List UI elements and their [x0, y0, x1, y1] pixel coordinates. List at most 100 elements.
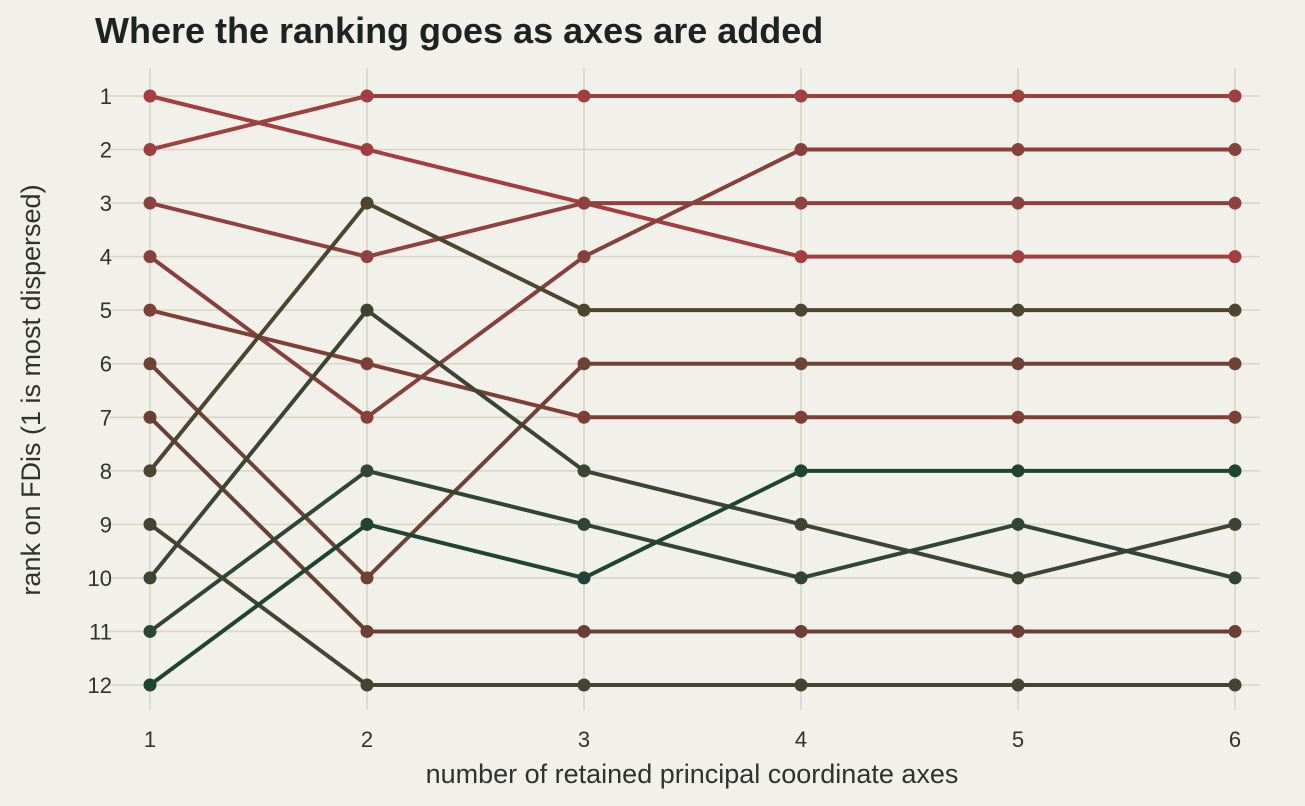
data-point	[143, 517, 157, 531]
data-point	[794, 571, 808, 585]
chart-title: Where the ranking goes as axes are added	[95, 10, 823, 51]
data-point	[360, 250, 374, 264]
data-point	[794, 410, 808, 424]
data-point	[794, 303, 808, 317]
data-point	[143, 410, 157, 424]
data-point	[143, 678, 157, 692]
data-point	[577, 89, 591, 103]
series-line	[148, 147, 1237, 420]
series-line	[148, 522, 1237, 687]
data-point	[143, 143, 157, 157]
data-point	[577, 464, 591, 478]
series-lines	[148, 94, 1237, 687]
data-point	[1228, 89, 1242, 103]
data-point	[577, 410, 591, 424]
data-point	[360, 678, 374, 692]
y-tick-label: 5	[100, 298, 112, 323]
x-tick-label: 6	[1229, 727, 1241, 752]
data-point	[1011, 517, 1025, 531]
series-line	[148, 94, 1237, 259]
data-point	[794, 143, 808, 157]
data-point	[1011, 303, 1025, 317]
data-point	[360, 410, 374, 424]
data-point	[1228, 303, 1242, 317]
data-point	[1011, 143, 1025, 157]
x-axis-label: number of retained principal coordinate …	[426, 759, 959, 789]
data-point	[577, 357, 591, 371]
y-tick-label: 11	[89, 619, 112, 644]
series-line	[148, 468, 1237, 687]
data-point	[1228, 571, 1242, 585]
data-point	[577, 571, 591, 585]
data-point	[1011, 357, 1025, 371]
y-tick-label: 3	[100, 191, 112, 216]
data-point	[1011, 464, 1025, 478]
data-point	[360, 357, 374, 371]
data-point	[1011, 89, 1025, 103]
data-point	[1228, 357, 1242, 371]
data-point	[577, 196, 591, 210]
data-point	[577, 303, 591, 317]
x-tick-label: 1	[144, 727, 156, 752]
data-point	[1011, 624, 1025, 638]
data-point	[360, 143, 374, 157]
data-point	[794, 250, 808, 264]
data-point	[794, 89, 808, 103]
x-tick-label: 5	[1012, 727, 1024, 752]
y-tick-label: 2	[100, 138, 112, 163]
y-tick-label: 8	[100, 459, 112, 484]
data-point	[360, 517, 374, 531]
data-point	[1011, 196, 1025, 210]
data-point	[577, 624, 591, 638]
data-point	[1228, 250, 1242, 264]
data-point	[360, 571, 374, 585]
data-point	[143, 464, 157, 478]
y-tick-label: 9	[100, 512, 112, 537]
data-point	[360, 89, 374, 103]
y-tick-label: 6	[100, 352, 112, 377]
y-tick-label: 4	[100, 245, 112, 270]
series-line	[148, 94, 1237, 152]
data-point	[143, 89, 157, 103]
data-point	[577, 250, 591, 264]
y-tick-label: 12	[88, 673, 112, 698]
y-tick-label: 7	[100, 405, 112, 430]
series-points	[143, 89, 1242, 692]
y-tick-label: 1	[100, 84, 112, 109]
data-point	[1011, 410, 1025, 424]
data-point	[360, 303, 374, 317]
series-line	[148, 308, 1237, 580]
data-point	[794, 357, 808, 371]
series-line	[148, 361, 1237, 580]
data-point	[1228, 410, 1242, 424]
series-line	[148, 415, 1237, 634]
x-tick-label: 2	[361, 727, 373, 752]
data-point	[360, 196, 374, 210]
data-point	[1228, 196, 1242, 210]
data-point	[1228, 464, 1242, 478]
data-point	[143, 571, 157, 585]
data-point	[143, 303, 157, 317]
data-point	[360, 464, 374, 478]
data-point	[1228, 678, 1242, 692]
data-point	[143, 250, 157, 264]
series-line	[148, 201, 1237, 473]
data-point	[794, 624, 808, 638]
gridlines	[105, 68, 1260, 710]
x-tick-label: 3	[578, 727, 590, 752]
data-point	[794, 678, 808, 692]
data-point	[1011, 678, 1025, 692]
data-point	[577, 678, 591, 692]
data-point	[360, 624, 374, 638]
data-point	[143, 196, 157, 210]
data-point	[143, 624, 157, 638]
data-point	[1011, 571, 1025, 585]
y-tick-label: 10	[88, 566, 112, 591]
data-point	[1228, 517, 1242, 531]
y-axis-label: rank on FDis (1 is most dispersed)	[16, 184, 46, 595]
series-line	[148, 468, 1237, 634]
data-point	[1228, 143, 1242, 157]
data-point	[143, 357, 157, 371]
data-point	[794, 464, 808, 478]
